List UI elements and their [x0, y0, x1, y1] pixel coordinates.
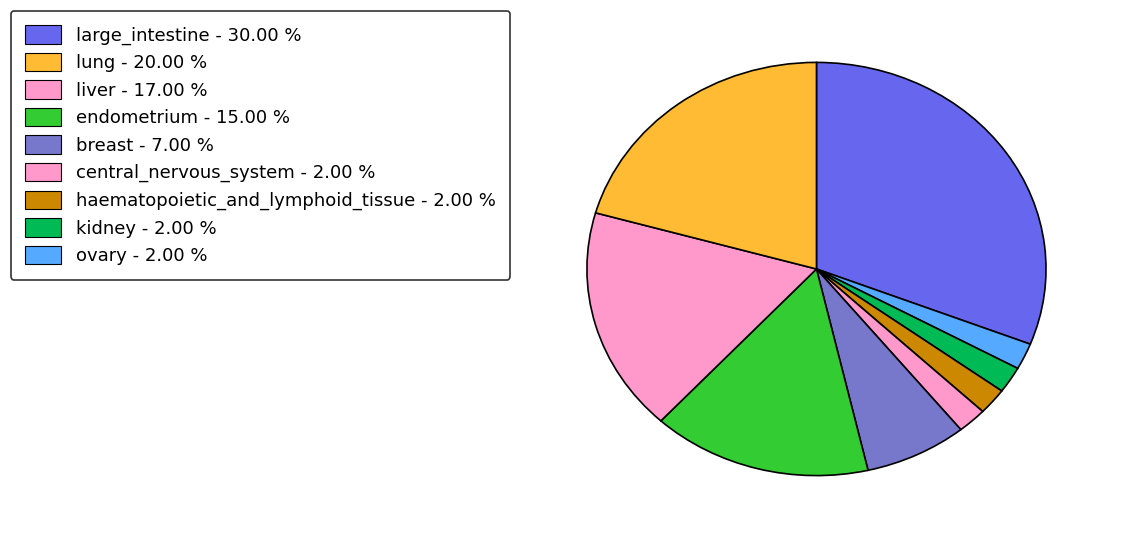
Wedge shape — [587, 213, 816, 421]
Wedge shape — [595, 62, 816, 269]
Wedge shape — [816, 269, 960, 470]
Wedge shape — [816, 269, 1017, 391]
Wedge shape — [816, 269, 1031, 369]
Wedge shape — [661, 269, 868, 476]
Wedge shape — [816, 269, 1001, 412]
Wedge shape — [816, 269, 983, 430]
Legend: large_intestine - 30.00 %, lung - 20.00 %, liver - 17.00 %, endometrium - 15.00 : large_intestine - 30.00 %, lung - 20.00 … — [11, 11, 510, 280]
Wedge shape — [816, 62, 1046, 344]
